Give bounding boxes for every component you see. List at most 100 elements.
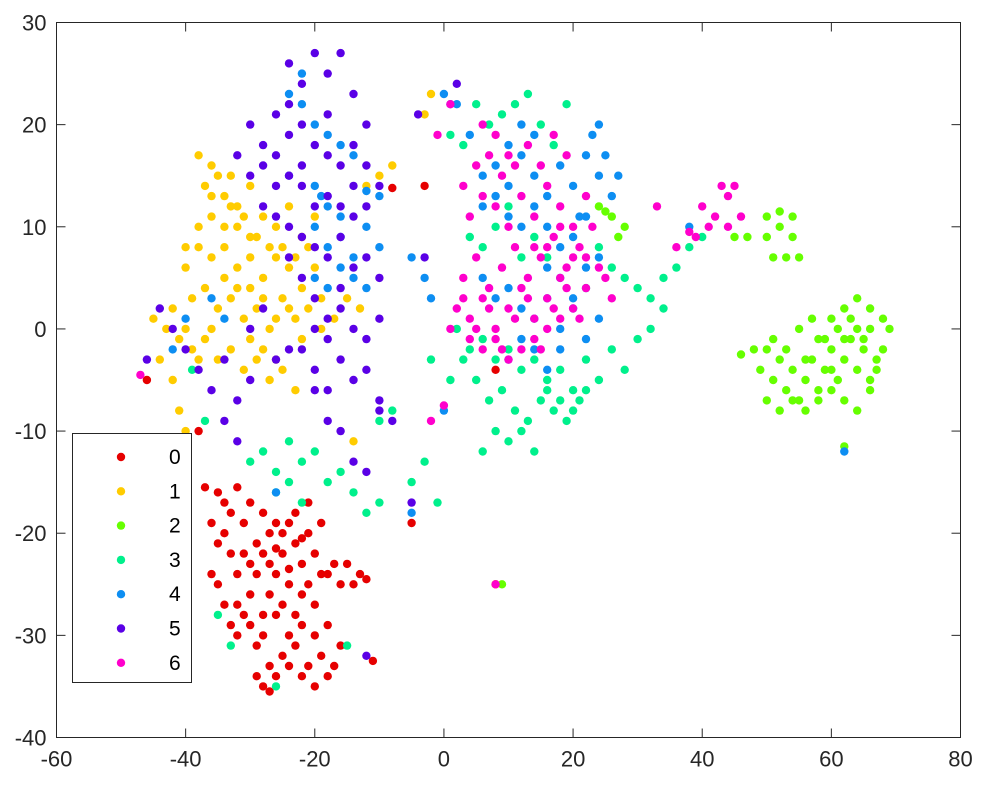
- point-class-3: [536, 396, 545, 405]
- point-class-6: [472, 324, 481, 334]
- point-class-5: [297, 273, 307, 283]
- point-class-0: [239, 518, 248, 528]
- point-class-3: [568, 386, 578, 395]
- point-class-3: [200, 416, 210, 426]
- point-class-0: [304, 661, 313, 671]
- point-class-3: [284, 477, 294, 487]
- point-class-5: [297, 232, 307, 242]
- point-class-4: [517, 222, 526, 231]
- point-class-2: [827, 314, 836, 323]
- point-class-6: [575, 314, 584, 323]
- point-class-1: [388, 161, 397, 170]
- point-class-4: [517, 120, 526, 129]
- point-class-1: [355, 304, 365, 313]
- point-class-2: [736, 350, 746, 359]
- point-class-6: [484, 283, 494, 293]
- point-class-5: [258, 304, 268, 313]
- point-class-5: [284, 59, 294, 68]
- point-class-1: [258, 212, 268, 221]
- point-class-6: [478, 294, 487, 303]
- point-class-0: [258, 549, 268, 558]
- point-class-2: [788, 365, 797, 374]
- point-class-2: [859, 334, 868, 344]
- point-class-0: [265, 590, 274, 599]
- point-class-2: [859, 345, 868, 354]
- point-class-4: [297, 100, 307, 109]
- point-class-5: [310, 243, 319, 252]
- point-class-2: [762, 345, 771, 354]
- point-class-6: [536, 253, 545, 262]
- point-class-0: [310, 682, 319, 691]
- point-class-0: [252, 569, 261, 579]
- point-class-0: [297, 620, 307, 630]
- point-class-6: [426, 416, 436, 426]
- point-class-3: [459, 140, 468, 150]
- point-class-1: [317, 324, 326, 334]
- point-class-6: [465, 314, 474, 323]
- point-class-4: [594, 171, 604, 180]
- points-layer: [136, 48, 894, 696]
- point-class-1: [317, 294, 326, 303]
- point-class-0: [284, 564, 294, 574]
- point-class-4: [349, 253, 358, 262]
- point-class-6: [472, 161, 481, 170]
- point-class-2: [801, 406, 810, 415]
- point-class-1: [349, 437, 358, 446]
- point-class-5: [407, 498, 416, 507]
- point-class-1: [220, 243, 229, 252]
- point-class-6: [517, 345, 526, 354]
- legend-label-2: 2: [169, 515, 181, 538]
- point-class-6: [497, 263, 507, 272]
- point-class-2: [865, 324, 875, 334]
- point-class-4: [556, 161, 565, 170]
- point-class-5: [375, 396, 384, 405]
- point-class-4: [568, 294, 578, 303]
- point-class-0: [226, 549, 235, 558]
- point-class-0: [349, 580, 358, 589]
- point-class-3: [472, 375, 481, 385]
- point-class-1: [175, 334, 184, 344]
- point-class-4: [601, 151, 610, 160]
- point-class-2: [749, 345, 759, 354]
- point-class-2: [782, 253, 791, 262]
- point-class-0: [368, 656, 378, 666]
- point-class-4: [452, 100, 461, 109]
- point-class-5: [375, 406, 384, 415]
- point-class-6: [459, 181, 468, 191]
- point-class-1: [187, 294, 197, 303]
- point-class-2: [840, 334, 849, 344]
- point-class-6: [601, 273, 610, 283]
- point-class-1: [233, 202, 242, 211]
- point-class-4: [504, 181, 513, 191]
- point-class-2: [782, 345, 791, 354]
- point-class-3: [491, 355, 500, 364]
- point-class-3: [491, 222, 500, 231]
- point-class-5: [284, 171, 294, 180]
- point-class-3: [562, 100, 571, 109]
- point-class-0: [239, 549, 248, 558]
- point-class-1: [271, 314, 281, 323]
- point-class-2: [853, 406, 862, 415]
- point-class-4: [478, 273, 487, 283]
- point-class-3: [672, 263, 681, 272]
- legend-label-1: 1: [169, 480, 181, 503]
- point-class-2: [865, 304, 875, 313]
- point-class-4: [588, 130, 597, 140]
- point-class-4: [530, 202, 539, 211]
- point-class-3: [543, 386, 552, 395]
- point-class-1: [226, 294, 235, 303]
- point-class-3: [426, 355, 436, 364]
- point-class-5: [336, 232, 345, 242]
- point-class-0: [239, 610, 248, 620]
- point-class-0: [265, 529, 274, 538]
- point-class-2: [840, 396, 849, 405]
- point-class-5: [336, 355, 345, 364]
- point-class-1: [149, 314, 158, 323]
- point-class-0: [220, 529, 229, 538]
- legend-marker-5: [116, 624, 126, 633]
- point-class-3: [549, 140, 558, 150]
- point-class-4: [310, 273, 319, 283]
- point-class-5: [336, 304, 345, 313]
- point-class-6: [459, 273, 468, 283]
- point-class-6: [530, 334, 539, 344]
